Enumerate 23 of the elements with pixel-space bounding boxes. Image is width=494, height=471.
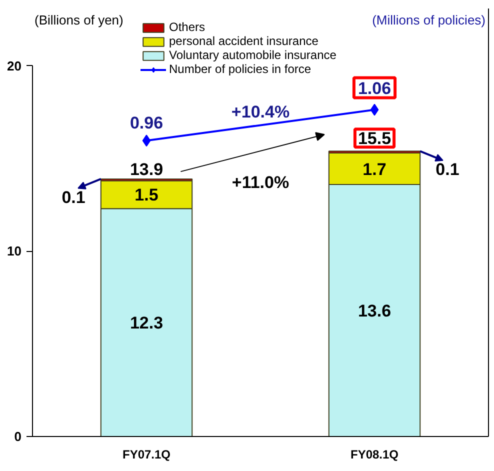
y2-axis-title: (Millions of policies) — [372, 12, 486, 28]
y-tick-label: 10 — [7, 244, 22, 259]
legend-label: Others — [169, 20, 206, 34]
total-label: 15.5 — [358, 129, 392, 148]
x-tick-label: FY08.1Q — [350, 448, 399, 462]
data-label: 0.1 — [62, 188, 86, 207]
data-label: 1.06 — [358, 78, 392, 98]
annotation: +11.0% — [232, 172, 290, 192]
data-label: 0.1 — [436, 160, 460, 180]
total-label: 13.9 — [130, 160, 164, 179]
x-tick-label: FY07.1Q — [122, 448, 171, 462]
data-label: 12.3 — [130, 314, 164, 333]
legend-label: Number of policies in force — [169, 62, 312, 76]
legend-label: personal accident insurance — [169, 34, 318, 48]
data-label: 0.96 — [130, 114, 164, 133]
y-tick-label: 0 — [14, 429, 22, 444]
data-label: 1.5 — [134, 186, 158, 205]
y-axis-title: (Billions of yen) — [34, 12, 124, 28]
y-tick-label: 20 — [7, 58, 22, 74]
data-label: 1.7 — [362, 160, 386, 179]
legend-label: Voluntary automobile insurance — [169, 48, 336, 62]
data-label: 13.6 — [358, 302, 392, 321]
annotation: +10.4% — [231, 102, 290, 122]
